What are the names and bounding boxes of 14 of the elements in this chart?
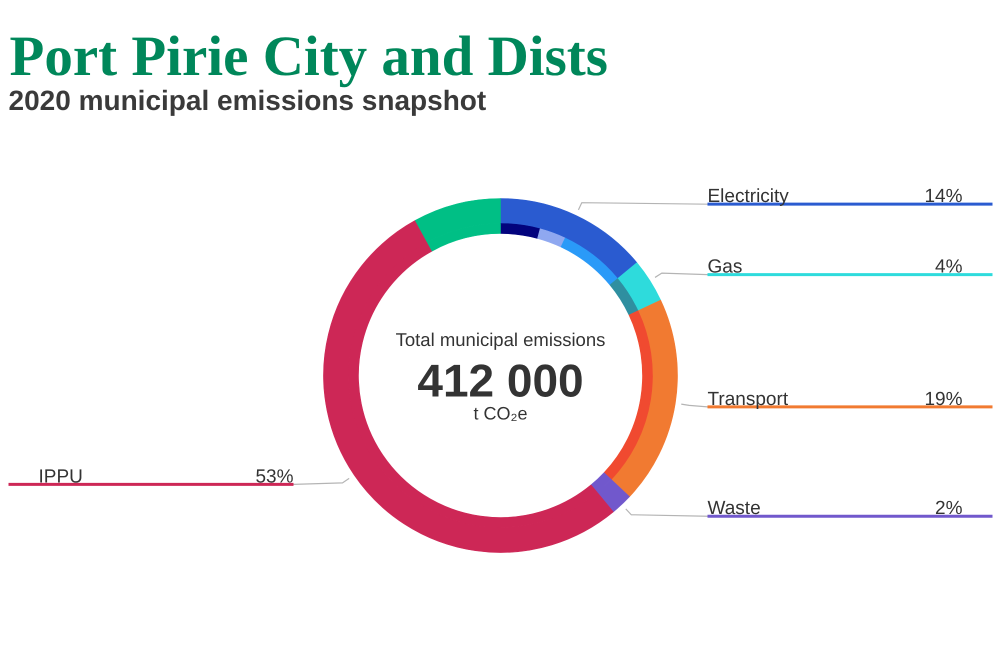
text: 412 000 (417, 354, 584, 406)
slice-label: IPPU (38, 466, 83, 488)
slice-label: Electricity (708, 186, 790, 208)
text: Total municipal emissions (396, 329, 606, 350)
slice-label: Waste (708, 498, 761, 520)
slice-label: Gas (708, 256, 742, 278)
data-label: 53% (255, 466, 294, 488)
data-label: 4% (935, 256, 963, 278)
data-label: 14% (924, 186, 963, 208)
slice-label: Transport (708, 388, 789, 410)
data-label: 2% (935, 498, 963, 520)
data-label: 19% (924, 388, 963, 410)
text: t CO₂e (474, 404, 528, 424)
chart-title: Port Pirie City and Dists (10, 25, 608, 88)
